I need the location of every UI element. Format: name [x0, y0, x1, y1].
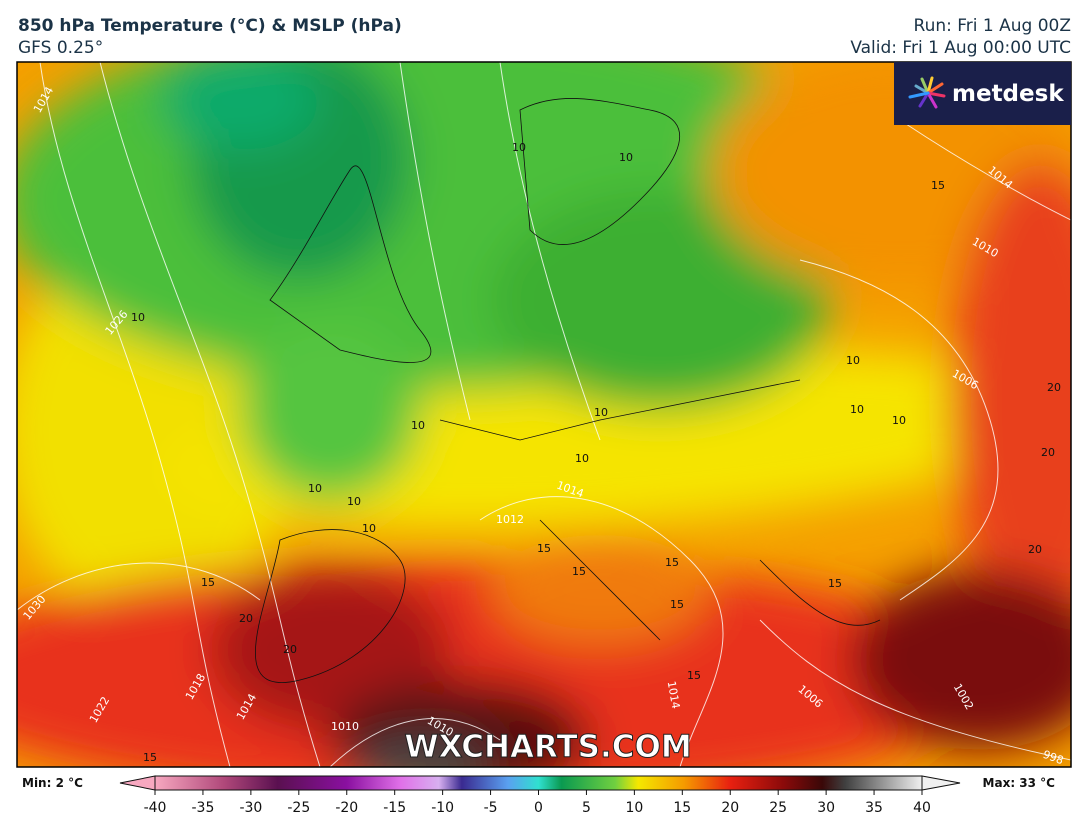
colorbar-tick-label: -5	[484, 800, 498, 816]
isobar-label: 1010	[331, 720, 359, 733]
isotherm-label: 20	[239, 612, 253, 625]
colorbar-tick-label: 40	[913, 800, 931, 816]
legend-min: Min: 2 °C	[22, 776, 83, 790]
isotherm-label: 15	[665, 556, 679, 569]
isotherm-label: 10	[850, 403, 864, 416]
colorbar-tick-label: 5	[582, 800, 591, 816]
colorbar-tick-label: 20	[721, 800, 739, 816]
isotherm-label: 15	[931, 179, 945, 192]
isotherm-label: 15	[572, 565, 586, 578]
logo-icon	[908, 76, 946, 109]
isotherm-label: 15	[687, 669, 701, 682]
isotherm-label: 10	[512, 141, 526, 154]
isotherm-label: 15	[201, 576, 215, 589]
colorbar-tick-label: -35	[192, 800, 215, 816]
map-frame	[16, 61, 1072, 768]
isotherm-label: 15	[537, 542, 551, 555]
logo: metdesk	[952, 81, 1064, 107]
colorbar	[154, 775, 923, 791]
isobar-label: 1012	[496, 513, 524, 526]
colorbar-tick-label: 15	[673, 800, 691, 816]
colorbar-tick-label: 25	[769, 800, 787, 816]
isotherm-label: 15	[828, 577, 842, 590]
valid: Valid: Fri 1 Aug 00:00 UTC	[850, 38, 1071, 58]
colorbar-tick-label: -30	[239, 800, 262, 816]
colorbar-tick-label: 35	[865, 800, 883, 816]
colorbar-tick-label: 10	[625, 800, 643, 816]
isotherm-label: 10	[619, 151, 633, 164]
isotherm-label: 20	[1028, 543, 1042, 556]
isotherm-label: 20	[283, 643, 297, 656]
isotherm-label: 10	[131, 311, 145, 324]
model: GFS 0.25°	[18, 38, 103, 58]
isotherm-label: 10	[362, 522, 376, 535]
isotherm-label: 10	[594, 406, 608, 419]
colorbar-tick-label: -25	[287, 800, 310, 816]
colorbar-low-arrow	[119, 775, 156, 791]
colorbar-tick-label: -10	[431, 800, 454, 816]
watermark: WXCHARTS.COM	[404, 729, 691, 765]
coastlines	[255, 98, 881, 683]
isotherm-label: 10	[892, 414, 906, 427]
legend-max: Max: 33 °C	[983, 776, 1056, 790]
isotherm-label: 20	[1041, 446, 1055, 459]
colorbar-high-arrow	[921, 775, 961, 791]
run: Run: Fri 1 Aug 00Z	[914, 16, 1071, 36]
isotherm-label: 20	[1047, 381, 1061, 394]
isotherm-label: 10	[308, 482, 322, 495]
isotherm-label: 15	[143, 751, 157, 764]
isotherm-label: 10	[575, 452, 589, 465]
isotherm-label: 10	[411, 419, 425, 432]
isotherm-label: 15	[670, 598, 684, 611]
title: 850 hPa Temperature (°C) & MSLP (hPa)	[18, 16, 402, 36]
colorbar-tick-label: 30	[817, 800, 835, 816]
colorbar-tick-label: -15	[383, 800, 406, 816]
colorbar-tick-label: 0	[534, 800, 543, 816]
isobar-label: 1014	[665, 680, 683, 710]
isotherm-label: 10	[846, 354, 860, 367]
map	[17, 62, 1071, 767]
colorbar-tick-label: -40	[144, 800, 167, 816]
isotherm-label: 10	[347, 495, 361, 508]
colorbar-tick-label: -20	[335, 800, 358, 816]
isobars	[17, 62, 1071, 767]
